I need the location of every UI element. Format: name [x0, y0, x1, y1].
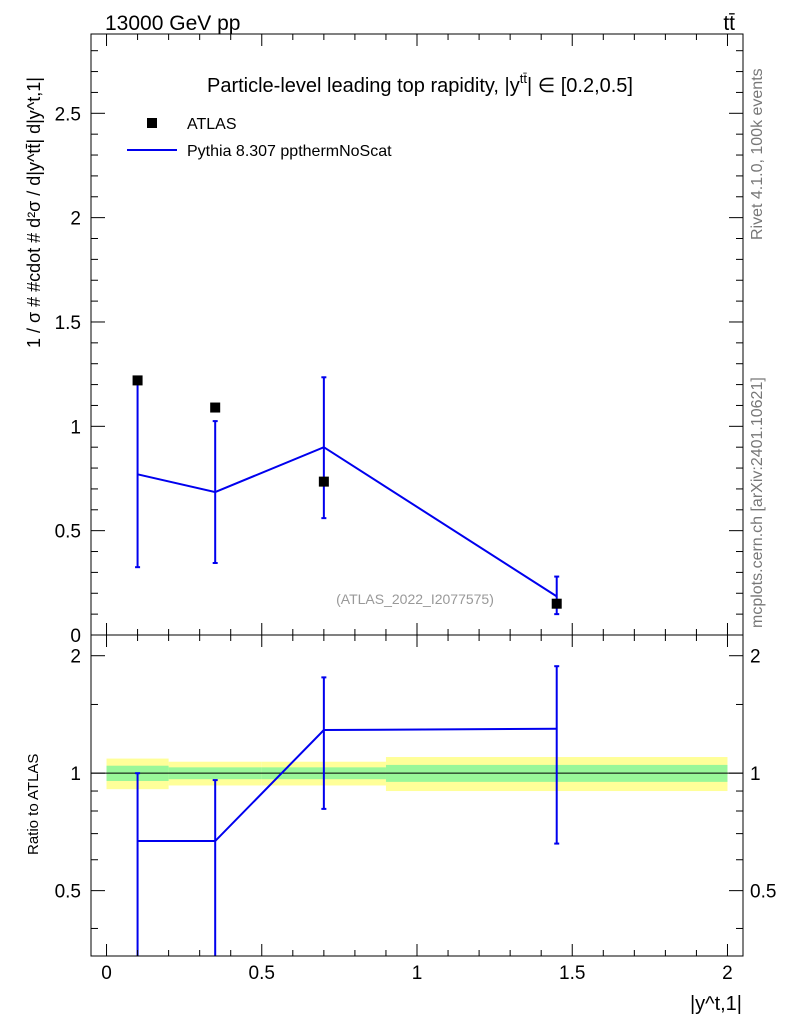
ratio-y-tick-label-right: 2 [750, 647, 761, 668]
title-suffix: | ∈ [0.2,0.5] [527, 75, 633, 97]
title-sup: tt̄ [520, 71, 528, 86]
ratio-axes: 0 0.5 1 1.5 2 0.5 0.5 1 1 2 2 [55, 635, 776, 984]
x-axis-label: |y^t,1| [690, 993, 742, 1015]
main-axes: 0 0.5 1 1.5 2 2.5 [55, 34, 743, 647]
ratio-marks [91, 665, 743, 956]
data-point-1 [210, 402, 221, 413]
main-y-tick-label: 1 [70, 417, 81, 438]
ratio-y-tick-label-right: 0.5 [750, 882, 776, 903]
legend-marker-atlas [147, 118, 157, 128]
main-y-tick-label: 0 [70, 626, 81, 647]
analysis-tag: (ATLAS_2022_I2077575) [336, 591, 494, 607]
x-tick-label: 2 [722, 963, 733, 984]
x-tick-label: 1 [412, 963, 423, 984]
mc-line [137, 446, 558, 598]
x-tick-label: 1.5 [559, 963, 585, 984]
x-tick-label: 0 [101, 963, 112, 984]
main-y-tick-label: 0.5 [55, 522, 81, 543]
energy-label: 13000 GeV pp [105, 12, 240, 35]
y-axis-label: 1 / σ # #cdot # d²σ / d|y^tt̄| d|y^t,1| [24, 77, 44, 348]
ratio-y-tick-label: 2 [70, 647, 81, 668]
ratio-y-tick-label: 1 [70, 764, 81, 785]
rivet-label: Rivet 4.1.0, 100k events [749, 68, 766, 240]
ratio-y-tick-label: 0.5 [55, 882, 81, 903]
source-label: mcplots.cern.ch [arXiv:2401.10621] [749, 377, 766, 628]
main-y-tick-label: 1.5 [55, 313, 81, 334]
legend-label-pythia: Pythia 8.307 ppthermNoScat [187, 143, 392, 160]
legend-label-atlas: ATLAS [187, 116, 237, 133]
process-label: tt̄ [723, 12, 735, 35]
ratio-frame [90, 634, 744, 957]
data-point-0 [132, 375, 143, 386]
data-point-3 [551, 598, 562, 609]
main-panel: 0 0.5 1 1.5 2 2.5 Particle-level leading top … [24, 33, 744, 647]
x-tick-label: 0.5 [249, 963, 275, 984]
ratio-y-tick-label-right: 1 [750, 764, 761, 785]
data-point-2 [318, 476, 329, 487]
chart-title: Particle-level leading top rapidity, |yt… [207, 71, 633, 97]
ratio-y-label: Ratio to ATLAS [25, 754, 42, 855]
ratio-line [137, 727, 557, 843]
main-marks [132, 375, 562, 616]
title-prefix: Particle-level leading top rapidity, |y [207, 75, 520, 97]
ratio-panel: 0 0.5 1 1.5 2 0.5 0.5 1 1 2 2 Ratio to ATLAS |y^t,… [25, 634, 776, 1015]
main-y-tick-label: 2.5 [55, 104, 81, 125]
main-y-tick-label: 2 [70, 209, 81, 230]
